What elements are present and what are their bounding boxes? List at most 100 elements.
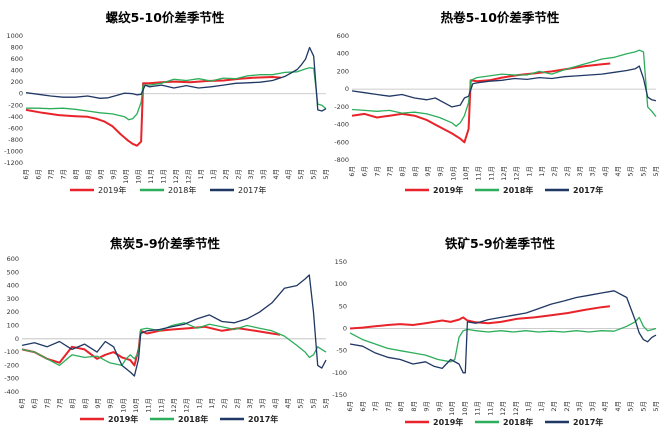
x-tick-label: 6月 — [361, 166, 369, 177]
series-line-2017年 — [351, 65, 657, 108]
y-tick-label: 0 — [19, 90, 23, 98]
x-tick-label: 1月 — [525, 166, 533, 177]
x-tick-label: 4月 — [272, 169, 280, 180]
x-tick-label: 3月 — [589, 166, 597, 177]
x-tick-label: 7月 — [47, 169, 55, 180]
x-tick-label: 6月 — [35, 169, 43, 180]
y-tick-label: 100 — [7, 322, 19, 330]
y-tick-label: 1000 — [6, 32, 23, 40]
series-line-2019年 — [349, 305, 611, 330]
x-tick-label: 4月 — [614, 401, 622, 412]
y-tick-label: -100 — [4, 348, 19, 356]
x-tick-label: 4月 — [271, 398, 279, 409]
x-tick-label: 12月 — [499, 401, 507, 416]
legend-label: 2017年 — [573, 185, 603, 195]
series-line-2019年 — [25, 76, 281, 147]
x-tick-label: 12月 — [183, 398, 191, 413]
chart-title: 热卷5-10价差季节性 — [441, 10, 560, 25]
y-tick-label: 500 — [7, 268, 19, 276]
y-tick-label: 200 — [337, 67, 349, 75]
x-tick-label: 5月 — [652, 401, 660, 412]
x-tick-label: 8月 — [397, 401, 405, 412]
legend-label: 2018年 — [503, 185, 533, 195]
x-tick-label: 12月 — [500, 166, 508, 181]
x-tick-label: 4月 — [601, 166, 609, 177]
y-tick-label: 600 — [7, 255, 19, 263]
x-tick-label: 3月 — [260, 169, 268, 180]
x-tick-label: 8月 — [410, 401, 418, 412]
y-tick-label: 150 — [335, 258, 347, 266]
y-tick-label: 200 — [11, 78, 23, 86]
y-tick-label: 400 — [337, 50, 349, 58]
x-tick-label: 3月 — [588, 401, 596, 412]
x-tick-label: 4月 — [614, 166, 622, 177]
series-line-2018年 — [21, 322, 327, 367]
chart-panel-2: 热卷5-10价差季节性 600 400 200 0 -200 -400 -600 -800 6月 6… — [334, 10, 660, 195]
x-tick-label: 9月 — [424, 166, 432, 177]
y-tick-label: 600 — [11, 55, 23, 63]
x-tick-label: 4月 — [285, 169, 293, 180]
series-line-2018年 — [26, 67, 327, 121]
y-tick-label: -800 — [334, 156, 349, 164]
x-tick-label: 2月 — [233, 398, 241, 409]
y-tick-label: -800 — [8, 136, 23, 144]
chart-panel-3: 焦炭5-9价差季节性 600 500 400 300 200 100 0 -100 -200 -30… — [4, 236, 330, 424]
y-tick-label: 300 — [7, 295, 19, 303]
x-tick-label: 6月 — [346, 401, 354, 412]
legend-label: 2019年 — [108, 414, 138, 424]
x-tick-label: 1月 — [525, 401, 533, 412]
x-tick-label: 7月 — [60, 169, 68, 180]
y-tick-label: -150 — [332, 391, 347, 399]
x-tick-label: 5月 — [627, 401, 635, 412]
x-tick-label: 9月 — [435, 401, 443, 412]
x-tick-label: 2月 — [222, 169, 230, 180]
legend-label: 2017年 — [238, 185, 266, 195]
legend-label: 2018年 — [168, 185, 196, 195]
x-tick-label: 5月 — [309, 398, 317, 409]
x-tick-label: 6月 — [18, 398, 26, 409]
x-tick-label: 8月 — [69, 398, 77, 409]
x-tick-label: 5月 — [322, 398, 330, 409]
y-tick-label: -100 — [332, 369, 347, 377]
x-tick-label: 5月 — [297, 169, 305, 180]
x-tick-label: 7月 — [386, 166, 394, 177]
x-tick-label: 2月 — [551, 166, 559, 177]
chart-title: 螺纹5-10价差季节性 — [106, 10, 225, 25]
x-tick-label: 8月 — [81, 398, 89, 409]
x-tick-label: 7月 — [373, 166, 381, 177]
x-tick-label: 7月 — [56, 398, 64, 409]
x-tick-label: 8月 — [85, 169, 93, 180]
series-line-2019年 — [21, 325, 281, 367]
x-tick-label: 10月 — [449, 166, 457, 181]
y-tick-label: 400 — [11, 67, 23, 75]
x-tick-label: 1月 — [197, 169, 205, 180]
legend-label: 2017年 — [248, 414, 278, 424]
x-tick-label: 9月 — [97, 169, 105, 180]
x-tick-label: 2月 — [235, 169, 243, 180]
legend-label: 2017年 — [573, 417, 603, 427]
x-tick-label: 10月 — [122, 169, 130, 184]
x-tick-label: 11月 — [147, 169, 155, 184]
x-tick-label: 9月 — [107, 398, 115, 409]
x-tick-label: 5月 — [297, 398, 305, 409]
x-tick-label: 7月 — [384, 401, 392, 412]
legend-label: 2019年 — [98, 185, 126, 195]
y-tick-label: -1000 — [4, 147, 23, 155]
x-tick-label: 11月 — [160, 169, 168, 184]
x-tick-label: 1月 — [210, 169, 218, 180]
x-tick-label: 6月 — [359, 401, 367, 412]
x-tick-label: 5月 — [322, 169, 330, 180]
y-tick-label: -400 — [334, 121, 349, 129]
x-tick-label: 5月 — [310, 169, 318, 180]
x-tick-label: 12月 — [170, 398, 178, 413]
x-tick-label: 10月 — [132, 398, 140, 413]
y-tick-label: 400 — [7, 282, 19, 290]
x-tick-label: 7月 — [372, 401, 380, 412]
x-tick-label: 8月 — [72, 169, 80, 180]
x-tick-label: 5月 — [627, 166, 635, 177]
legend-label: 2019年 — [433, 417, 463, 427]
x-tick-label: 9月 — [437, 166, 445, 177]
x-tick-label: 10月 — [119, 398, 127, 413]
x-tick-label: 3月 — [246, 398, 254, 409]
